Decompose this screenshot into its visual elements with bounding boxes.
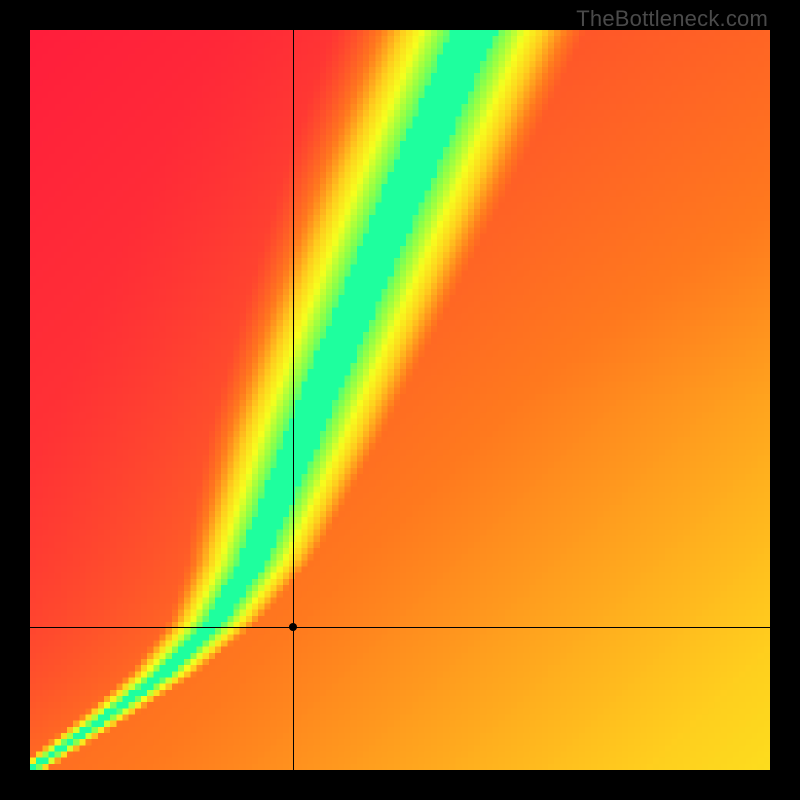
crosshair-vertical — [293, 30, 294, 770]
heatmap-plot — [30, 30, 770, 770]
heatmap-canvas — [30, 30, 770, 770]
crosshair-horizontal — [30, 627, 770, 628]
crosshair-marker — [289, 623, 297, 631]
watermark-text: TheBottleneck.com — [576, 6, 768, 32]
